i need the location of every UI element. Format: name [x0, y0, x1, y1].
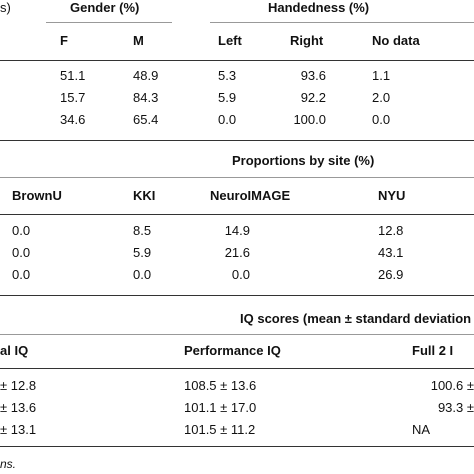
table-cell: 51.1 [60, 68, 86, 83]
table-cell: 21.6 [224, 245, 250, 260]
handedness-title: Handedness (%) [268, 0, 370, 15]
col-nyu: NYU [378, 188, 406, 203]
table-cell: 0.0 [12, 245, 31, 260]
col-verbal-iq: al IQ [0, 343, 29, 358]
table-cell: 0.0 [218, 112, 237, 127]
col-nodata: No data [372, 33, 420, 48]
iq-title: IQ scores (mean ± standard deviation [240, 311, 472, 326]
table-cell: ± 13.1 [0, 422, 37, 437]
table-cell: 43.1 [378, 245, 404, 260]
table-cell: 2.0 [372, 90, 391, 105]
section1-header-rule [0, 60, 474, 61]
section3-header-rule [0, 368, 474, 369]
table-cell: 48.9 [133, 68, 159, 83]
table-cell: 100.0 [293, 112, 326, 127]
table-cell: 5.9 [218, 90, 237, 105]
table-cell: 15.7 [60, 90, 86, 105]
table-cell: 0.0 [12, 223, 31, 238]
table-cell: 84.3 [133, 90, 159, 105]
col-right: Right [290, 33, 324, 48]
table-cell: 26.9 [378, 267, 404, 282]
section2-bottom-rule [0, 295, 474, 296]
footnote: ns. [0, 457, 17, 471]
table-cell: 93.3 ± [437, 400, 474, 415]
table-cell: 1.1 [372, 68, 391, 83]
table-cell: 108.5 ± 13.6 [184, 378, 257, 393]
col-left: Left [218, 33, 242, 48]
table-cell: 92.2 [300, 90, 326, 105]
col-full-iq: Full 2 I [412, 343, 454, 358]
table-cell: 0.0 [231, 267, 250, 282]
table-cell: 101.5 ± 11.2 [184, 422, 256, 437]
table-cell: ± 12.8 [0, 378, 37, 393]
table-cell: 65.4 [133, 112, 159, 127]
handedness-underline [210, 22, 474, 23]
table-cell: 100.6 ± [430, 378, 474, 393]
section1-bottom-rule [0, 140, 474, 141]
table-cell: 0.0 [12, 267, 31, 282]
proportions-underline [0, 177, 474, 178]
col-brownu: BrownU [12, 188, 62, 203]
gender-underline [46, 22, 172, 23]
table-cell: NA [412, 422, 431, 437]
table-cell: ± 13.6 [0, 400, 37, 415]
table-cell: 0.0 [372, 112, 391, 127]
col-m: M [133, 33, 144, 48]
table-cell: 12.8 [378, 223, 404, 238]
header-fragment: s) [0, 0, 11, 15]
table-cell: 0.0 [133, 267, 152, 282]
section2-header-rule [0, 214, 474, 215]
table-cell: 101.1 ± 17.0 [184, 400, 257, 415]
col-kki: KKI [133, 188, 156, 203]
gender-title: Gender (%) [70, 0, 140, 15]
col-f: F [60, 33, 68, 48]
table-cell: 14.9 [224, 223, 250, 238]
table-cell: 5.9 [133, 245, 152, 260]
table-cell: 34.6 [60, 112, 86, 127]
iq-underline [0, 334, 474, 335]
section3-bottom-rule [0, 446, 474, 447]
table-cell: 93.6 [300, 68, 326, 83]
proportions-title: Proportions by site (%) [232, 153, 375, 168]
table-cell: 5.3 [218, 68, 237, 83]
col-neuroimage: NeuroIMAGE [210, 188, 291, 203]
table-cell: 8.5 [133, 223, 152, 238]
col-performance-iq: Performance IQ [184, 343, 281, 358]
